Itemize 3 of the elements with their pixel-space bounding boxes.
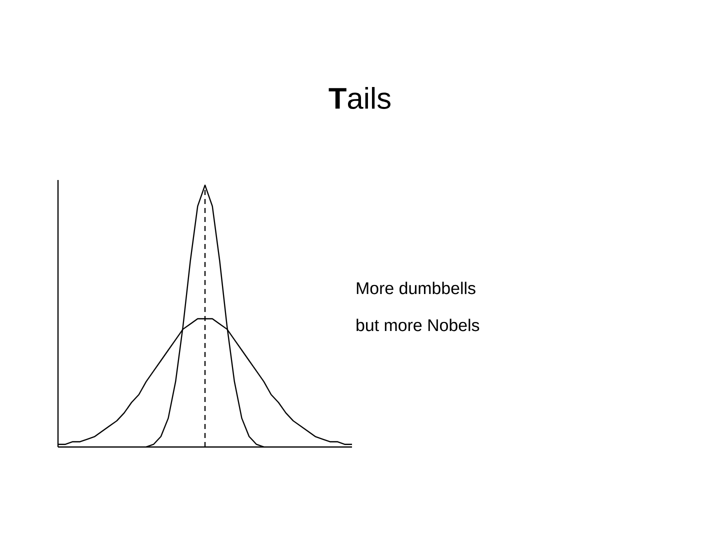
text: More dumbbells	[356, 282, 476, 294]
text: but more Nobels	[356, 318, 480, 332]
chart-title: Tails	[328, 87, 390, 109]
